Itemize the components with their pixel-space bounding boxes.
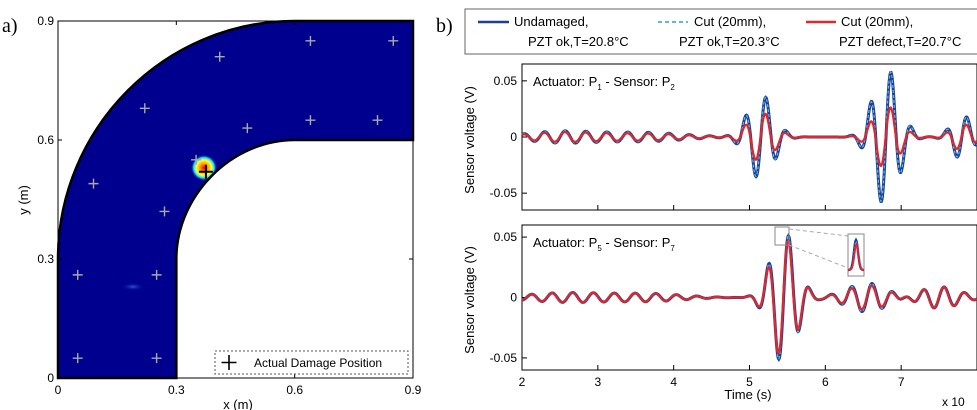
legend-cut-ok-line1: Cut (20mm), bbox=[694, 14, 766, 29]
sensor-marker bbox=[305, 35, 316, 46]
panel-a-ylabel: y (m) bbox=[16, 185, 31, 215]
x-exponent-label: x 10 bbox=[942, 395, 965, 409]
sensor-marker bbox=[72, 269, 83, 280]
damage-marker bbox=[198, 164, 213, 179]
subplot-top-ticks: 0.05 0 -0.05 bbox=[490, 74, 902, 210]
series-cut-defect-bottom bbox=[521, 239, 977, 355]
legend-undamaged-line2: PZT ok,T=20.8°C bbox=[528, 34, 629, 49]
y-tick-label: 0.05 bbox=[494, 74, 518, 88]
damage-cross-icon bbox=[198, 164, 213, 179]
zoom-inset-cut-defect bbox=[847, 242, 865, 271]
damage-hotspot bbox=[190, 154, 217, 181]
y-tick-label: -0.05 bbox=[490, 186, 518, 200]
sensor-marker bbox=[372, 115, 383, 126]
sensor-marker bbox=[214, 51, 225, 62]
panel-b-legend: Undamaged, PZT ok,T=20.8°C Cut (20mm), P… bbox=[464, 8, 977, 55]
legend-cut-ok-line2: PZT ok,T=20.3°C bbox=[679, 34, 780, 49]
sensor-marker bbox=[139, 103, 150, 114]
sensor-marker bbox=[72, 353, 83, 364]
sensor-marker bbox=[151, 353, 162, 364]
panel-a-xlabel: x (m) bbox=[223, 397, 253, 410]
sensor-marker bbox=[151, 269, 162, 280]
x-tick-label: 6 bbox=[822, 375, 829, 389]
y-tick-label: -0.05 bbox=[490, 351, 518, 365]
subplot-top: 0.05 0 -0.05 Actuator: P1 - Sensor: P2 Sen… bbox=[462, 63, 977, 211]
y-tick-label: 0 bbox=[47, 371, 54, 385]
panel-b-letter: b) bbox=[436, 15, 453, 37]
y-tick-label: 0.6 bbox=[37, 133, 54, 147]
subplot-bottom-xlabel: Time (s) bbox=[724, 387, 771, 402]
subplot-bottom-ylabel: Sensor voltage (V) bbox=[462, 246, 477, 354]
legend-entry-damage: Actual Damage Position bbox=[254, 356, 382, 370]
cross-marker-icon bbox=[221, 355, 237, 370]
subplot-top-ylabel: Sensor voltage (V) bbox=[462, 86, 477, 194]
panel-a-legend: Actual Damage Position bbox=[214, 350, 409, 375]
legend-cut-defect-line2: PZT defect,T=20.7°C bbox=[839, 34, 961, 49]
zoom-connector-top bbox=[788, 228, 849, 237]
x-tick-label: 3 bbox=[594, 375, 601, 389]
subplot-bottom-title: Actuator: P5 - Sensor: P7 bbox=[533, 235, 675, 253]
sensor-marker bbox=[388, 35, 399, 46]
panel-a-letter: a) bbox=[2, 15, 18, 37]
panel-a-ticks: 0 0.3 0.6 0.9 0 0.3 0.6 0.9 bbox=[37, 14, 421, 397]
legend-box bbox=[214, 350, 409, 375]
x-tick-label: 4 bbox=[670, 375, 677, 389]
x-tick-label: 0.9 bbox=[405, 383, 422, 397]
subplot-top-title: Actuator: P1 - Sensor: P2 bbox=[533, 74, 675, 92]
y-tick-label: 0.3 bbox=[37, 252, 54, 266]
l-shaped-plate-region bbox=[58, 21, 413, 378]
panel-a-heatmap: 0 0.3 0.6 0.9 0 0.3 0.6 0.9 x (m) y (m) Actual … bbox=[16, 14, 422, 410]
sensor-marker bbox=[191, 154, 202, 165]
sensor-marker bbox=[305, 115, 316, 126]
y-tick-label: 0.9 bbox=[37, 14, 54, 28]
y-tick-label: 0 bbox=[510, 291, 517, 305]
subplot-bottom-ticks: 0.05 0 -0.052 3 4 5 6 7 bbox=[490, 230, 905, 389]
panel-b-legend-box bbox=[464, 8, 977, 55]
legend-undamaged-line1: Undamaged, bbox=[514, 14, 588, 29]
sensor-marker bbox=[88, 178, 99, 189]
legend-cut-defect-line1: Cut (20mm), bbox=[841, 14, 913, 29]
x-tick-label: 0.6 bbox=[286, 383, 303, 397]
sensor-marker bbox=[159, 206, 170, 217]
zoom-connector-bottom bbox=[788, 244, 849, 269]
x-tick-label: 0.3 bbox=[168, 383, 185, 397]
x-tick-label: 7 bbox=[898, 375, 905, 389]
x-tick-label: 2 bbox=[519, 375, 526, 389]
x-tick-label: 5 bbox=[746, 375, 753, 389]
series-cut-defect-top bbox=[521, 106, 977, 168]
y-tick-label: 0 bbox=[510, 130, 517, 144]
faint-hotspot bbox=[120, 282, 145, 291]
x-tick-label: 0 bbox=[55, 383, 62, 397]
sensor-markers bbox=[72, 35, 399, 364]
sensor-marker bbox=[242, 123, 253, 134]
zoom-source-box bbox=[774, 226, 790, 246]
subplot-bottom: 0.05 0 -0.052 3 4 5 6 7 Actuator: P5 - Sensor: … bbox=[462, 224, 977, 409]
y-tick-label: 0.05 bbox=[494, 230, 518, 244]
